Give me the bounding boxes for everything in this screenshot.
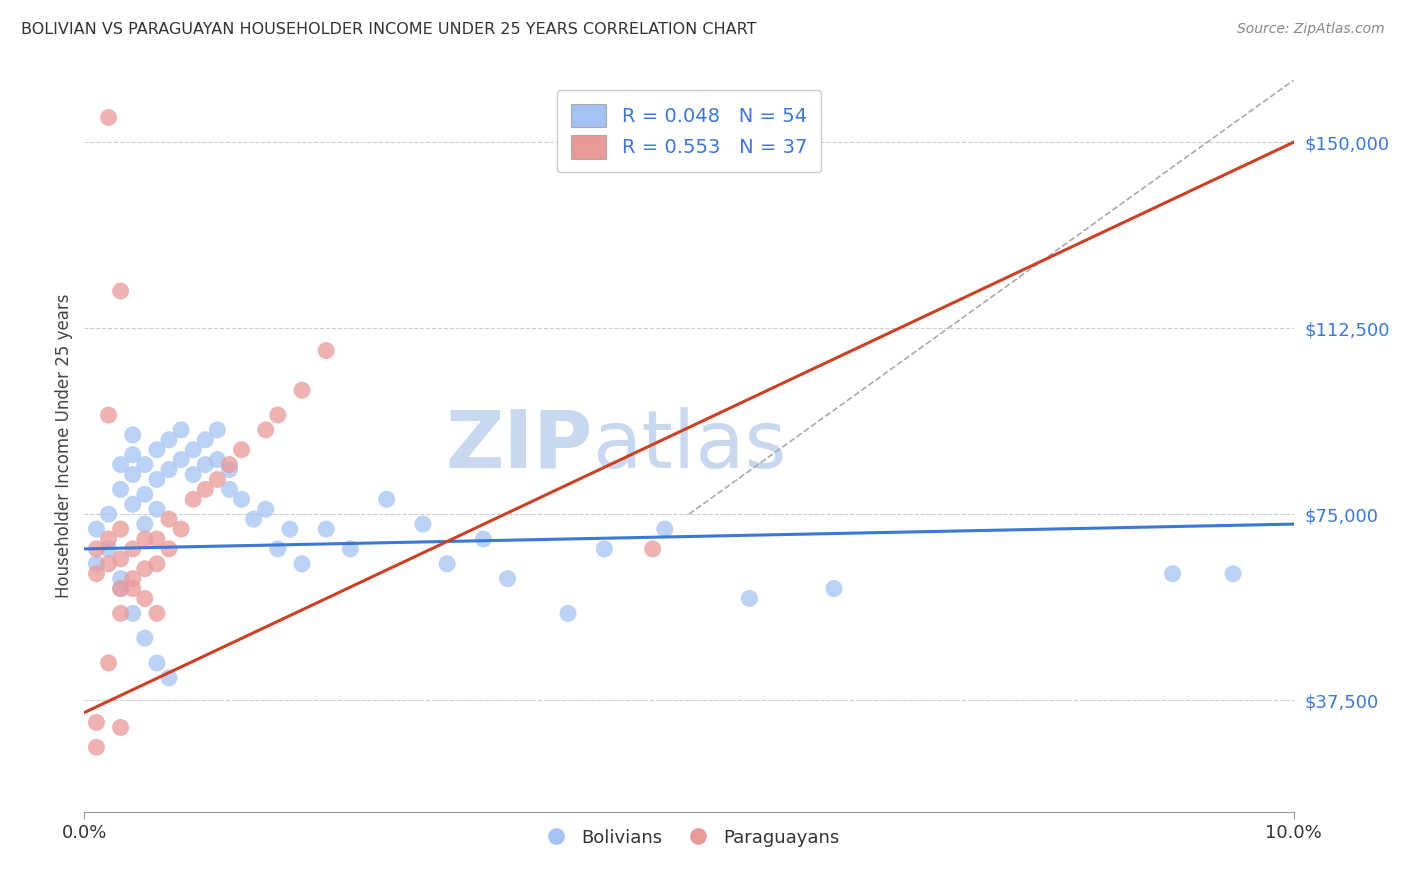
Point bbox=[146, 656, 169, 670]
Point bbox=[110, 284, 132, 298]
Point bbox=[157, 462, 180, 476]
Point bbox=[97, 111, 120, 125]
Point bbox=[146, 607, 169, 621]
Point bbox=[121, 607, 143, 621]
Point bbox=[436, 557, 458, 571]
Point bbox=[412, 517, 434, 532]
Point bbox=[134, 631, 156, 645]
Point bbox=[291, 383, 314, 397]
Point bbox=[121, 427, 143, 442]
Point bbox=[157, 433, 180, 447]
Point bbox=[134, 591, 156, 606]
Point bbox=[110, 720, 132, 734]
Point bbox=[641, 541, 664, 556]
Point bbox=[207, 452, 229, 467]
Point bbox=[267, 541, 290, 556]
Text: ZIP: ZIP bbox=[444, 407, 592, 485]
Point bbox=[146, 557, 169, 571]
Point bbox=[1222, 566, 1244, 581]
Point bbox=[134, 532, 156, 546]
Point bbox=[593, 541, 616, 556]
Point bbox=[110, 522, 132, 536]
Point bbox=[207, 423, 229, 437]
Point bbox=[110, 582, 132, 596]
Point bbox=[97, 532, 120, 546]
Point bbox=[134, 517, 156, 532]
Point bbox=[242, 512, 264, 526]
Point bbox=[121, 541, 143, 556]
Point bbox=[157, 512, 180, 526]
Point bbox=[339, 541, 361, 556]
Point bbox=[110, 458, 132, 472]
Point bbox=[86, 522, 108, 536]
Point bbox=[86, 557, 108, 571]
Point bbox=[121, 467, 143, 482]
Point bbox=[1161, 566, 1184, 581]
Point bbox=[194, 433, 217, 447]
Point bbox=[121, 497, 143, 511]
Point bbox=[218, 458, 240, 472]
Point bbox=[146, 442, 169, 457]
Point bbox=[194, 483, 217, 497]
Text: atlas: atlas bbox=[592, 407, 786, 485]
Point bbox=[110, 551, 132, 566]
Point bbox=[218, 483, 240, 497]
Point bbox=[146, 473, 169, 487]
Point bbox=[146, 532, 169, 546]
Point bbox=[86, 541, 108, 556]
Point bbox=[97, 656, 120, 670]
Point bbox=[375, 492, 398, 507]
Point bbox=[170, 423, 193, 437]
Text: Source: ZipAtlas.com: Source: ZipAtlas.com bbox=[1237, 22, 1385, 37]
Point bbox=[97, 408, 120, 422]
Point bbox=[170, 452, 193, 467]
Point bbox=[121, 448, 143, 462]
Point bbox=[157, 671, 180, 685]
Point bbox=[823, 582, 845, 596]
Point bbox=[86, 740, 108, 755]
Point bbox=[110, 582, 132, 596]
Point bbox=[181, 442, 204, 457]
Point bbox=[315, 343, 337, 358]
Y-axis label: Householder Income Under 25 years: Householder Income Under 25 years bbox=[55, 293, 73, 599]
Text: BOLIVIAN VS PARAGUAYAN HOUSEHOLDER INCOME UNDER 25 YEARS CORRELATION CHART: BOLIVIAN VS PARAGUAYAN HOUSEHOLDER INCOM… bbox=[21, 22, 756, 37]
Point bbox=[207, 473, 229, 487]
Point bbox=[134, 487, 156, 501]
Point bbox=[86, 715, 108, 730]
Point bbox=[146, 502, 169, 516]
Point bbox=[194, 458, 217, 472]
Point bbox=[110, 607, 132, 621]
Point bbox=[254, 502, 277, 516]
Point bbox=[254, 423, 277, 437]
Point bbox=[218, 462, 240, 476]
Point bbox=[110, 483, 132, 497]
Point bbox=[97, 557, 120, 571]
Point bbox=[496, 572, 519, 586]
Point bbox=[121, 572, 143, 586]
Point bbox=[557, 607, 579, 621]
Point bbox=[291, 557, 314, 571]
Point bbox=[170, 522, 193, 536]
Point bbox=[97, 541, 120, 556]
Point bbox=[134, 562, 156, 576]
Point bbox=[97, 507, 120, 521]
Point bbox=[157, 541, 180, 556]
Point bbox=[231, 442, 253, 457]
Point bbox=[738, 591, 761, 606]
Point bbox=[181, 492, 204, 507]
Point bbox=[472, 532, 495, 546]
Point bbox=[654, 522, 676, 536]
Point bbox=[278, 522, 301, 536]
Point bbox=[86, 566, 108, 581]
Point bbox=[134, 458, 156, 472]
Point bbox=[267, 408, 290, 422]
Point bbox=[121, 582, 143, 596]
Point bbox=[110, 572, 132, 586]
Point bbox=[315, 522, 337, 536]
Point bbox=[181, 467, 204, 482]
Legend: Bolivians, Paraguayans: Bolivians, Paraguayans bbox=[530, 822, 848, 854]
Point bbox=[231, 492, 253, 507]
